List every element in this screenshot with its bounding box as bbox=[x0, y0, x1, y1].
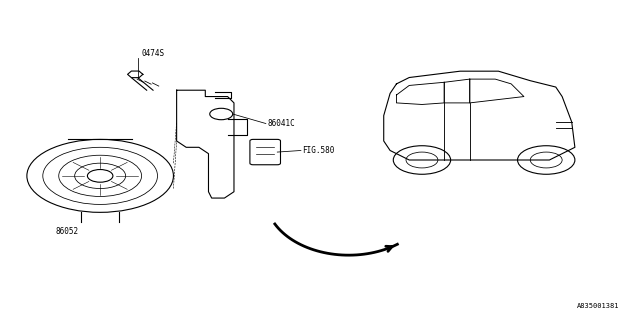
Text: 86041C: 86041C bbox=[268, 119, 296, 128]
Text: FIG.580: FIG.580 bbox=[302, 146, 335, 155]
Text: A835001381: A835001381 bbox=[577, 303, 620, 309]
Text: 86052: 86052 bbox=[56, 227, 79, 236]
Text: 0474S: 0474S bbox=[141, 49, 164, 58]
